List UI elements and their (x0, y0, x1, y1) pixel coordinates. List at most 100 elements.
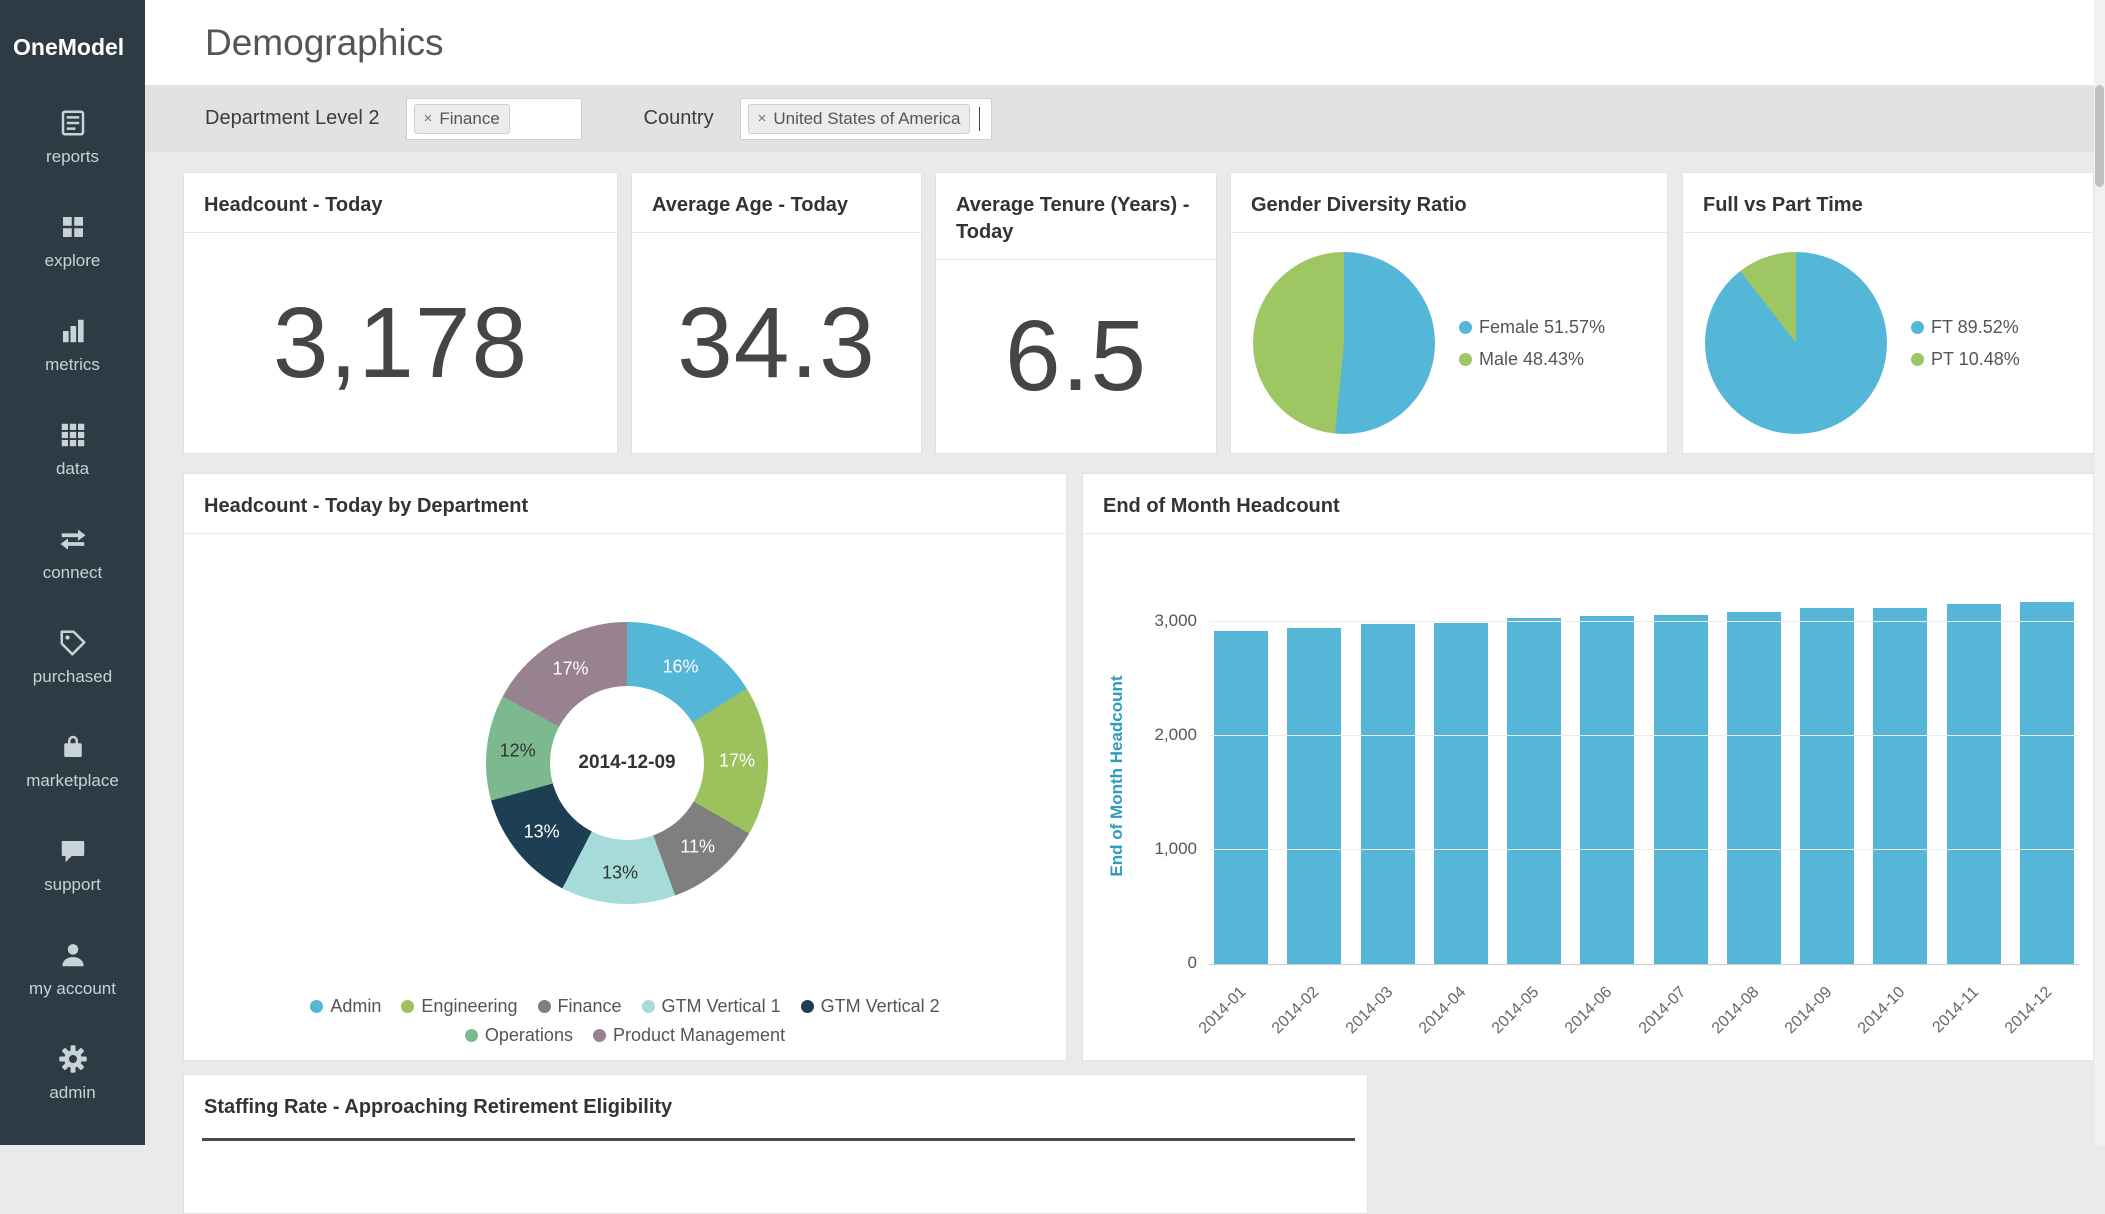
filter-chip[interactable]: × United States of America (748, 104, 971, 134)
bar[interactable] (1947, 604, 2001, 964)
legend-label: Product Management (613, 1025, 785, 1046)
sidebar-item-connect[interactable]: connect (0, 501, 145, 605)
legend-item[interactable]: Female 51.57% (1459, 317, 1605, 338)
sidebar-item-support[interactable]: support (0, 813, 145, 917)
ftpt-pie-chart[interactable] (1705, 252, 1887, 434)
kpi-card-average-tenure: Average Tenure (Years) - Today 6.5 (935, 172, 1217, 454)
legend-item[interactable]: Finance (538, 996, 622, 1017)
legend-item[interactable]: GTM Vertical 2 (801, 996, 940, 1017)
legend-item[interactable]: Product Management (593, 1025, 785, 1046)
department-donut-chart[interactable]: 2014-12-09 16%17%11%13%13%12%17% (486, 622, 768, 904)
legend-dot (593, 1029, 606, 1042)
sidebar-item-marketplace[interactable]: marketplace (0, 709, 145, 813)
sidebar-item-reports[interactable]: reports (0, 85, 145, 189)
legend-label: GTM Vertical 2 (821, 996, 940, 1017)
bar[interactable] (1287, 628, 1341, 964)
x-tick-label: 2014-12 (2002, 984, 2056, 1038)
legend-item[interactable]: Male 48.43% (1459, 349, 1605, 370)
department-donut-legend: Admin Engineering Finance GTM Vertical 1 GTM… (184, 996, 1066, 1046)
remove-chip-icon[interactable]: × (424, 111, 433, 126)
legend-item[interactable]: PT 10.48% (1911, 349, 2020, 370)
x-tick: 2014-09 (1800, 971, 1854, 1057)
sidebar-item-label: purchased (33, 667, 112, 687)
sidebar-item-label: support (44, 875, 101, 895)
sidebar-item-data[interactable]: data (0, 397, 145, 501)
legend-dot (1459, 353, 1472, 366)
kpi-card-headcount: Headcount - Today 3,178 (183, 172, 618, 454)
donut-slice-label: 17% (719, 751, 755, 772)
country-filter-input[interactable]: × United States of America (740, 98, 992, 140)
chart-card-full-vs-part-time: Full vs Part Time FT 89.52%PT 10.48% (1682, 172, 2094, 454)
sidebar-item-admin[interactable]: admin (0, 1021, 145, 1125)
chart-card-headcount-by-department: Headcount - Today by Department 2014-12-… (183, 473, 1067, 1061)
legend-row: Admin Engineering Finance GTM Vertical 1 GTM… (310, 996, 939, 1017)
legend-item[interactable]: Operations (465, 1025, 573, 1046)
x-tick-label: 2014-07 (1635, 984, 1689, 1038)
bar[interactable] (1654, 615, 1708, 964)
bar[interactable] (1800, 608, 1854, 964)
page-title: Demographics (205, 22, 444, 64)
y-tick-label: 3,000 (1154, 611, 1197, 631)
chip-label: Finance (439, 109, 499, 129)
x-tick-label: 2014-05 (1489, 984, 1543, 1038)
brand-logo[interactable]: OneModel (0, 0, 145, 85)
chart-axis-line (202, 1138, 1355, 1141)
sidebar-item-metrics[interactable]: metrics (0, 293, 145, 397)
remove-chip-icon[interactable]: × (758, 111, 767, 126)
donut-slice-label: 13% (524, 822, 560, 843)
legend-item[interactable]: GTM Vertical 1 (642, 996, 781, 1017)
y-axis-title: End of Month Headcount (1107, 675, 1127, 876)
legend-item[interactable]: Engineering (401, 996, 517, 1017)
bar[interactable] (1214, 631, 1268, 964)
sidebar-item-label: metrics (45, 355, 100, 375)
x-tick: 2014-11 (1947, 971, 2001, 1057)
x-tick: 2014-12 (2020, 971, 2074, 1057)
y-tick-label: 2,000 (1154, 725, 1197, 745)
bar[interactable] (1507, 618, 1561, 964)
sidebar-item-label: connect (43, 563, 103, 583)
legend-item[interactable]: Admin (310, 996, 381, 1017)
bar[interactable] (1727, 612, 1781, 964)
donut-slice-label: 16% (662, 656, 698, 677)
card-title: Staffing Rate - Approaching Retirement E… (184, 1075, 1367, 1134)
sidebar-item-purchased[interactable]: purchased (0, 605, 145, 709)
card-title: Headcount - Today by Department (184, 474, 1066, 534)
explore-icon (58, 212, 88, 242)
x-tick-label: 2014-03 (1342, 984, 1396, 1038)
legend-label: Male 48.43% (1479, 349, 1584, 370)
chart-card-gender-diversity: Gender Diversity Ratio Female 51.57% Male… (1230, 172, 1668, 454)
kpi-value-headcount: 3,178 (184, 233, 617, 453)
bar[interactable] (1361, 624, 1415, 964)
connect-icon (58, 524, 88, 554)
gear-icon (58, 1044, 88, 1074)
x-tick: 2014-04 (1434, 971, 1488, 1057)
legend-dot (401, 1000, 414, 1013)
kpi-value-average-age: 34.3 (632, 233, 921, 453)
chat-bubble-icon (58, 836, 88, 866)
scrollbar-thumb[interactable] (2095, 85, 2104, 187)
sidebar-item-label: marketplace (26, 771, 119, 791)
x-tick: 2014-10 (1873, 971, 1927, 1057)
sidebar-item-explore[interactable]: explore (0, 189, 145, 293)
legend-dot (642, 1000, 655, 1013)
gender-pie-chart[interactable] (1253, 252, 1435, 434)
bar[interactable] (1434, 623, 1488, 964)
bar[interactable] (1873, 608, 1927, 964)
x-tick-label: 2014-06 (1562, 984, 1616, 1038)
person-icon (58, 940, 88, 970)
ftpt-pie-legend: FT 89.52% PT 10.48% (1911, 317, 2020, 370)
legend-label: Operations (485, 1025, 573, 1046)
bar[interactable] (2020, 602, 2074, 964)
card-title: Gender Diversity Ratio (1231, 173, 1667, 233)
department-filter-input[interactable]: × Finance (406, 98, 582, 140)
bar[interactable] (1580, 616, 1634, 964)
x-tick-label: 2014-11 (1929, 984, 1982, 1037)
sidebar: OneModel reports explore metrics data co… (0, 0, 145, 1145)
vertical-scrollbar[interactable] (2094, 0, 2105, 1145)
legend-dot (1911, 353, 1924, 366)
legend-item[interactable]: FT 89.52% (1911, 317, 2020, 338)
filter-chip[interactable]: × Finance (414, 104, 510, 134)
donut-center: 2014-12-09 (550, 686, 704, 840)
y-tick-label: 0 (1188, 953, 1197, 973)
sidebar-item-my-account[interactable]: my account (0, 917, 145, 1021)
